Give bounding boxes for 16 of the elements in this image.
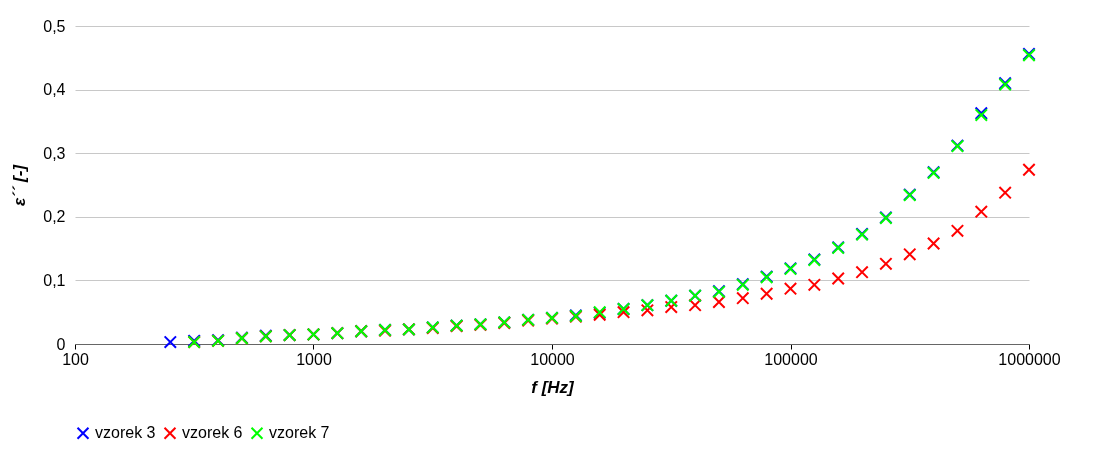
x-tick-label: 1000000 [998,350,1061,368]
legend-label: vzorek 7 [269,424,330,442]
x-tick-label: 1000 [296,350,332,368]
legend-label: vzorek 6 [182,424,243,442]
x-tick-label: 100 [62,350,89,368]
y-tick-label: 0,4 [43,81,66,99]
y-axis-title: ε´´ [-] [10,163,30,207]
legend-label: vzorek 3 [95,424,156,442]
y-tick-label: 0,1 [43,271,66,289]
x-tick-label: 10000 [530,350,575,368]
y-tick-label: 0,3 [43,144,66,162]
y-tick-label: 0,5 [43,17,66,35]
x-axis-title: f [Hz] [531,377,576,397]
x-tick-label: 100000 [764,350,818,368]
y-tick-label: 0,2 [43,208,66,226]
y-tick-label: 0 [56,335,66,353]
